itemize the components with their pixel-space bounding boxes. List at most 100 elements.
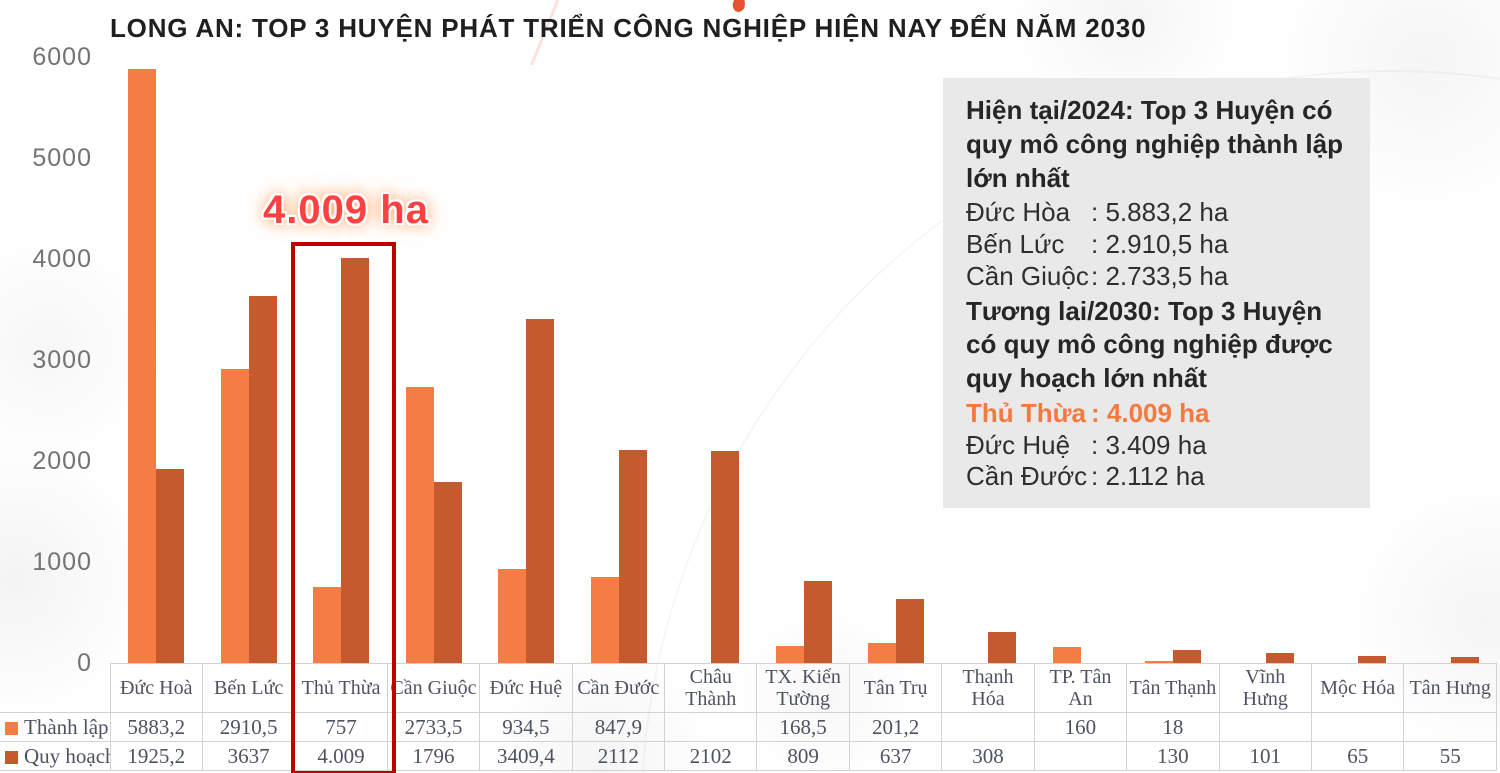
value-cell: 1796 [386,741,481,771]
value-cell: 1925,2 [109,741,203,771]
y-axis-tick-label: 4000 [32,245,92,273]
bar-quy-hoach [1450,657,1479,663]
chart-column-5 [480,57,572,663]
value-cell: 3409,4 [479,741,573,771]
info-heading-2024: Hiện tại/2024: Top 3 Huyện có quy mô côn… [966,95,1343,193]
info-item-highlight: Thủ Thừa: 4.009 ha [966,398,1370,430]
chart-title: LONG AN: TOP 3 HUYỆN PHÁT TRIỂN CÔNG NGH… [110,13,1147,43]
value-cell [1218,712,1312,742]
chart-column-10 [942,57,1034,663]
bar-quy-hoach [433,481,462,663]
logo-dot-decoration [731,0,747,13]
chart-column-7 [665,57,757,663]
category-header: Đức Huệ [479,663,573,713]
chart-column-2 [202,57,294,663]
category-header: Đức Hoà [109,663,203,713]
info-box: Hiện tại/2024: Top 3 Huyện có quy mô côn… [943,78,1370,508]
category-header: Tân Thạnh [1126,663,1220,713]
category-header: Tân Trụ [848,663,943,713]
info-item-name: Đức Hòa [966,197,1071,228]
value-cell: 168,5 [756,712,850,742]
series-row-label: Thành lập [0,712,111,742]
y-axis-tick-label: 3000 [32,346,92,374]
category-header: Mộc Hóa [1310,663,1405,713]
value-cell [941,712,1035,742]
bar-quy-hoach [526,318,555,663]
bar-quy-hoach [248,295,277,663]
value-cell: 101 [1218,741,1312,771]
y-axis-tick-label: 5000 [32,144,92,172]
chart-column-13 [1220,57,1312,663]
value-cell: 4.009 [294,741,388,771]
chart-column-6 [572,57,664,663]
info-item: Cần Đước: 2.112 ha [966,461,1370,493]
category-header: Thủ Thừa [294,663,388,713]
value-cell [1310,712,1405,742]
category-header: Tân Hưng [1403,663,1497,713]
y-axis-tick-label: 2000 [32,447,92,475]
category-header: Cần Giuộc [386,663,481,713]
info-item-value: : 5.883,2 ha [1091,197,1229,228]
chart-column-4 [387,57,479,663]
chart-column-11 [1035,57,1127,663]
value-cell: 55 [1403,741,1497,771]
info-item-value: : 2.112 ha [1091,461,1205,492]
category-header: Thạnh Hóa [941,663,1035,713]
y-axis-tick-label: 1000 [32,548,92,576]
bar-quy-hoach [1358,656,1387,663]
value-cell [1033,741,1128,771]
info-item-value: : 2.733,5 ha [1091,260,1229,291]
bar-thanh-lap [498,568,527,663]
info-item-value: : 2.910,5 ha [1091,229,1229,260]
value-cell [664,712,758,742]
info-item-value: : 3.409 ha [1091,429,1207,460]
series-row-label: Quy hoạch [0,741,111,771]
category-header: TX. Kiến Tường [756,663,850,713]
info-item: Đức Huệ : 3.409 ha [966,430,1370,462]
value-cell: 308 [941,741,1035,771]
bar-quy-hoach [711,450,740,663]
value-cell: 130 [1126,741,1220,771]
info-item-name: Đức Huệ [966,429,1071,460]
info-item-name: Thủ Thừa [966,397,1086,428]
info-heading-2030: Tương lai/2030: Top 3 Huyện có quy mô cô… [966,295,1333,394]
bar-thanh-lap [128,68,157,663]
bar-thanh-lap [220,369,249,663]
value-cell: 757 [294,712,388,742]
bar-quy-hoach [1265,652,1294,663]
legend-swatch-icon [5,750,18,764]
plot-area [110,57,1497,663]
bar-quy-hoach [156,468,185,663]
info-item: Bến Lức : 2.910,5 ha [966,229,1370,261]
bar-thanh-lap [313,586,342,663]
bar-quy-hoach [341,258,370,663]
chart-column-3 [295,57,387,663]
category-header: TP. Tân An [1033,663,1128,713]
bar-quy-hoach [803,581,832,663]
bar-quy-hoach [1173,649,1202,663]
category-header: Bến Lức [201,663,296,713]
value-cell: 2910,5 [201,712,296,742]
value-cell: 2112 [571,741,666,771]
info-item-name: Bến Lức [966,229,1065,260]
highlight-annotation-label: 4.009 ha [263,188,429,232]
chart-column-14 [1312,57,1404,663]
info-item-name: Cần Đước [966,461,1088,492]
category-header: Vĩnh Hưng [1218,663,1312,713]
legend-swatch-icon [5,721,18,735]
value-cell: 2733,5 [386,712,481,742]
info-list-2030: Thủ Thừa: 4.009 ha Đức Huệ : 3.409 ha Cần Đ… [966,398,1370,493]
table-corner-cell [0,663,111,713]
info-item-name: Cần Giuộc [966,260,1089,291]
value-cell: 934,5 [479,712,573,742]
bar-quy-hoach [988,631,1017,663]
chart-column-15 [1405,57,1497,663]
value-cell: 160 [1033,712,1128,742]
value-cell: 809 [756,741,850,771]
data-table: Đức Hoà Bến Lức Thủ Thừa Cần Giuộc Đức Huệ Cầ… [0,663,1497,771]
bar-thanh-lap [1052,646,1081,663]
info-item: Đức Hòa : 5.883,2 ha [966,197,1370,229]
bar-thanh-lap [775,646,804,663]
value-cell: 5883,2 [109,712,203,742]
